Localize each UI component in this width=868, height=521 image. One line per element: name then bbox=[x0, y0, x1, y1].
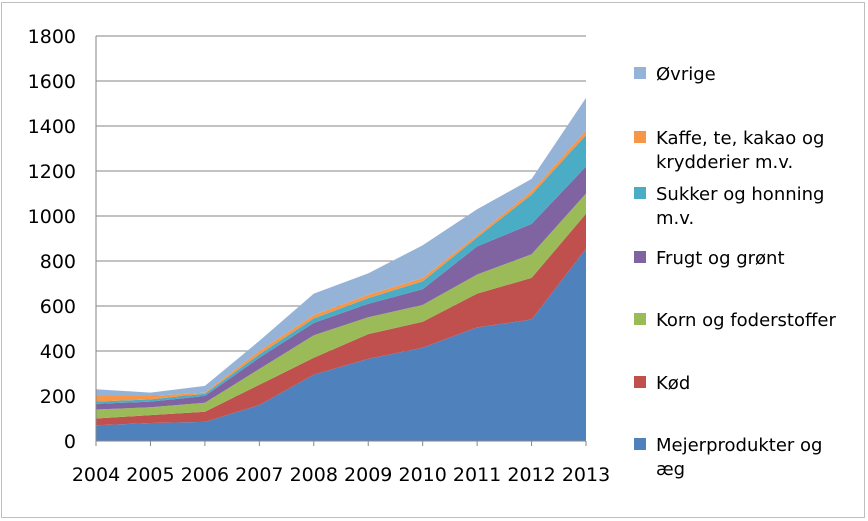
x-tick-label: 2010 bbox=[398, 464, 446, 486]
legend-label: Kød bbox=[656, 373, 690, 394]
y-tick-label: 1000 bbox=[28, 206, 76, 228]
y-tick-label: 800 bbox=[40, 251, 76, 273]
x-tick-label: 2005 bbox=[126, 464, 174, 486]
y-tick-label: 1600 bbox=[28, 71, 76, 93]
legend-label: Øvrige bbox=[656, 64, 716, 85]
legend-label: Korn og foderstoffer bbox=[656, 310, 836, 331]
x-tick-label: 2007 bbox=[235, 464, 283, 486]
legend-swatch bbox=[634, 376, 646, 388]
legend-swatch bbox=[634, 131, 646, 143]
axes: 0 200 400 600 800 1000 1200 1400 1600 1800 2004 200… bbox=[28, 26, 611, 486]
legend-swatch bbox=[634, 313, 646, 325]
y-tick-label: 1400 bbox=[28, 116, 76, 138]
legend-swatch bbox=[634, 251, 646, 263]
x-tick-label: 2013 bbox=[562, 464, 610, 486]
gridlines bbox=[96, 35, 586, 397]
area-series bbox=[96, 248, 586, 441]
x-tick-label: 2009 bbox=[344, 464, 392, 486]
plot-area bbox=[96, 97, 586, 441]
y-tick-label: 0 bbox=[64, 431, 76, 453]
y-tick-label: 600 bbox=[40, 296, 76, 318]
legend-label: Kaffe, te, kakao og krydderier m.v. bbox=[656, 128, 824, 173]
x-tick-label: 2006 bbox=[181, 464, 229, 486]
y-tick-label: 200 bbox=[40, 386, 76, 408]
y-tick-label: 1200 bbox=[28, 161, 76, 183]
legend-label: Frugt og grønt bbox=[656, 248, 785, 269]
x-tick-label: 2004 bbox=[72, 464, 120, 486]
legend-label: Sukker og honning m.v. bbox=[656, 184, 824, 229]
legend-swatch bbox=[634, 187, 646, 199]
x-tick-label: 2012 bbox=[507, 464, 555, 486]
legend: Øvrige Kaffe, te, kakao og krydderier m.v.… bbox=[634, 64, 836, 480]
x-tick-label: 2008 bbox=[290, 464, 338, 486]
x-tick-label: 2011 bbox=[453, 464, 501, 486]
legend-label: Mejerprodukter og æg bbox=[656, 435, 822, 480]
legend-swatch bbox=[634, 67, 646, 79]
y-tick-label: 400 bbox=[40, 341, 76, 363]
area-series bbox=[96, 213, 586, 426]
legend-swatch bbox=[634, 438, 646, 450]
y-tick-label: 1800 bbox=[28, 26, 76, 48]
stacked-area-chart: 0 200 400 600 800 1000 1200 1400 1600 1800 2004 200… bbox=[28, 26, 837, 486]
